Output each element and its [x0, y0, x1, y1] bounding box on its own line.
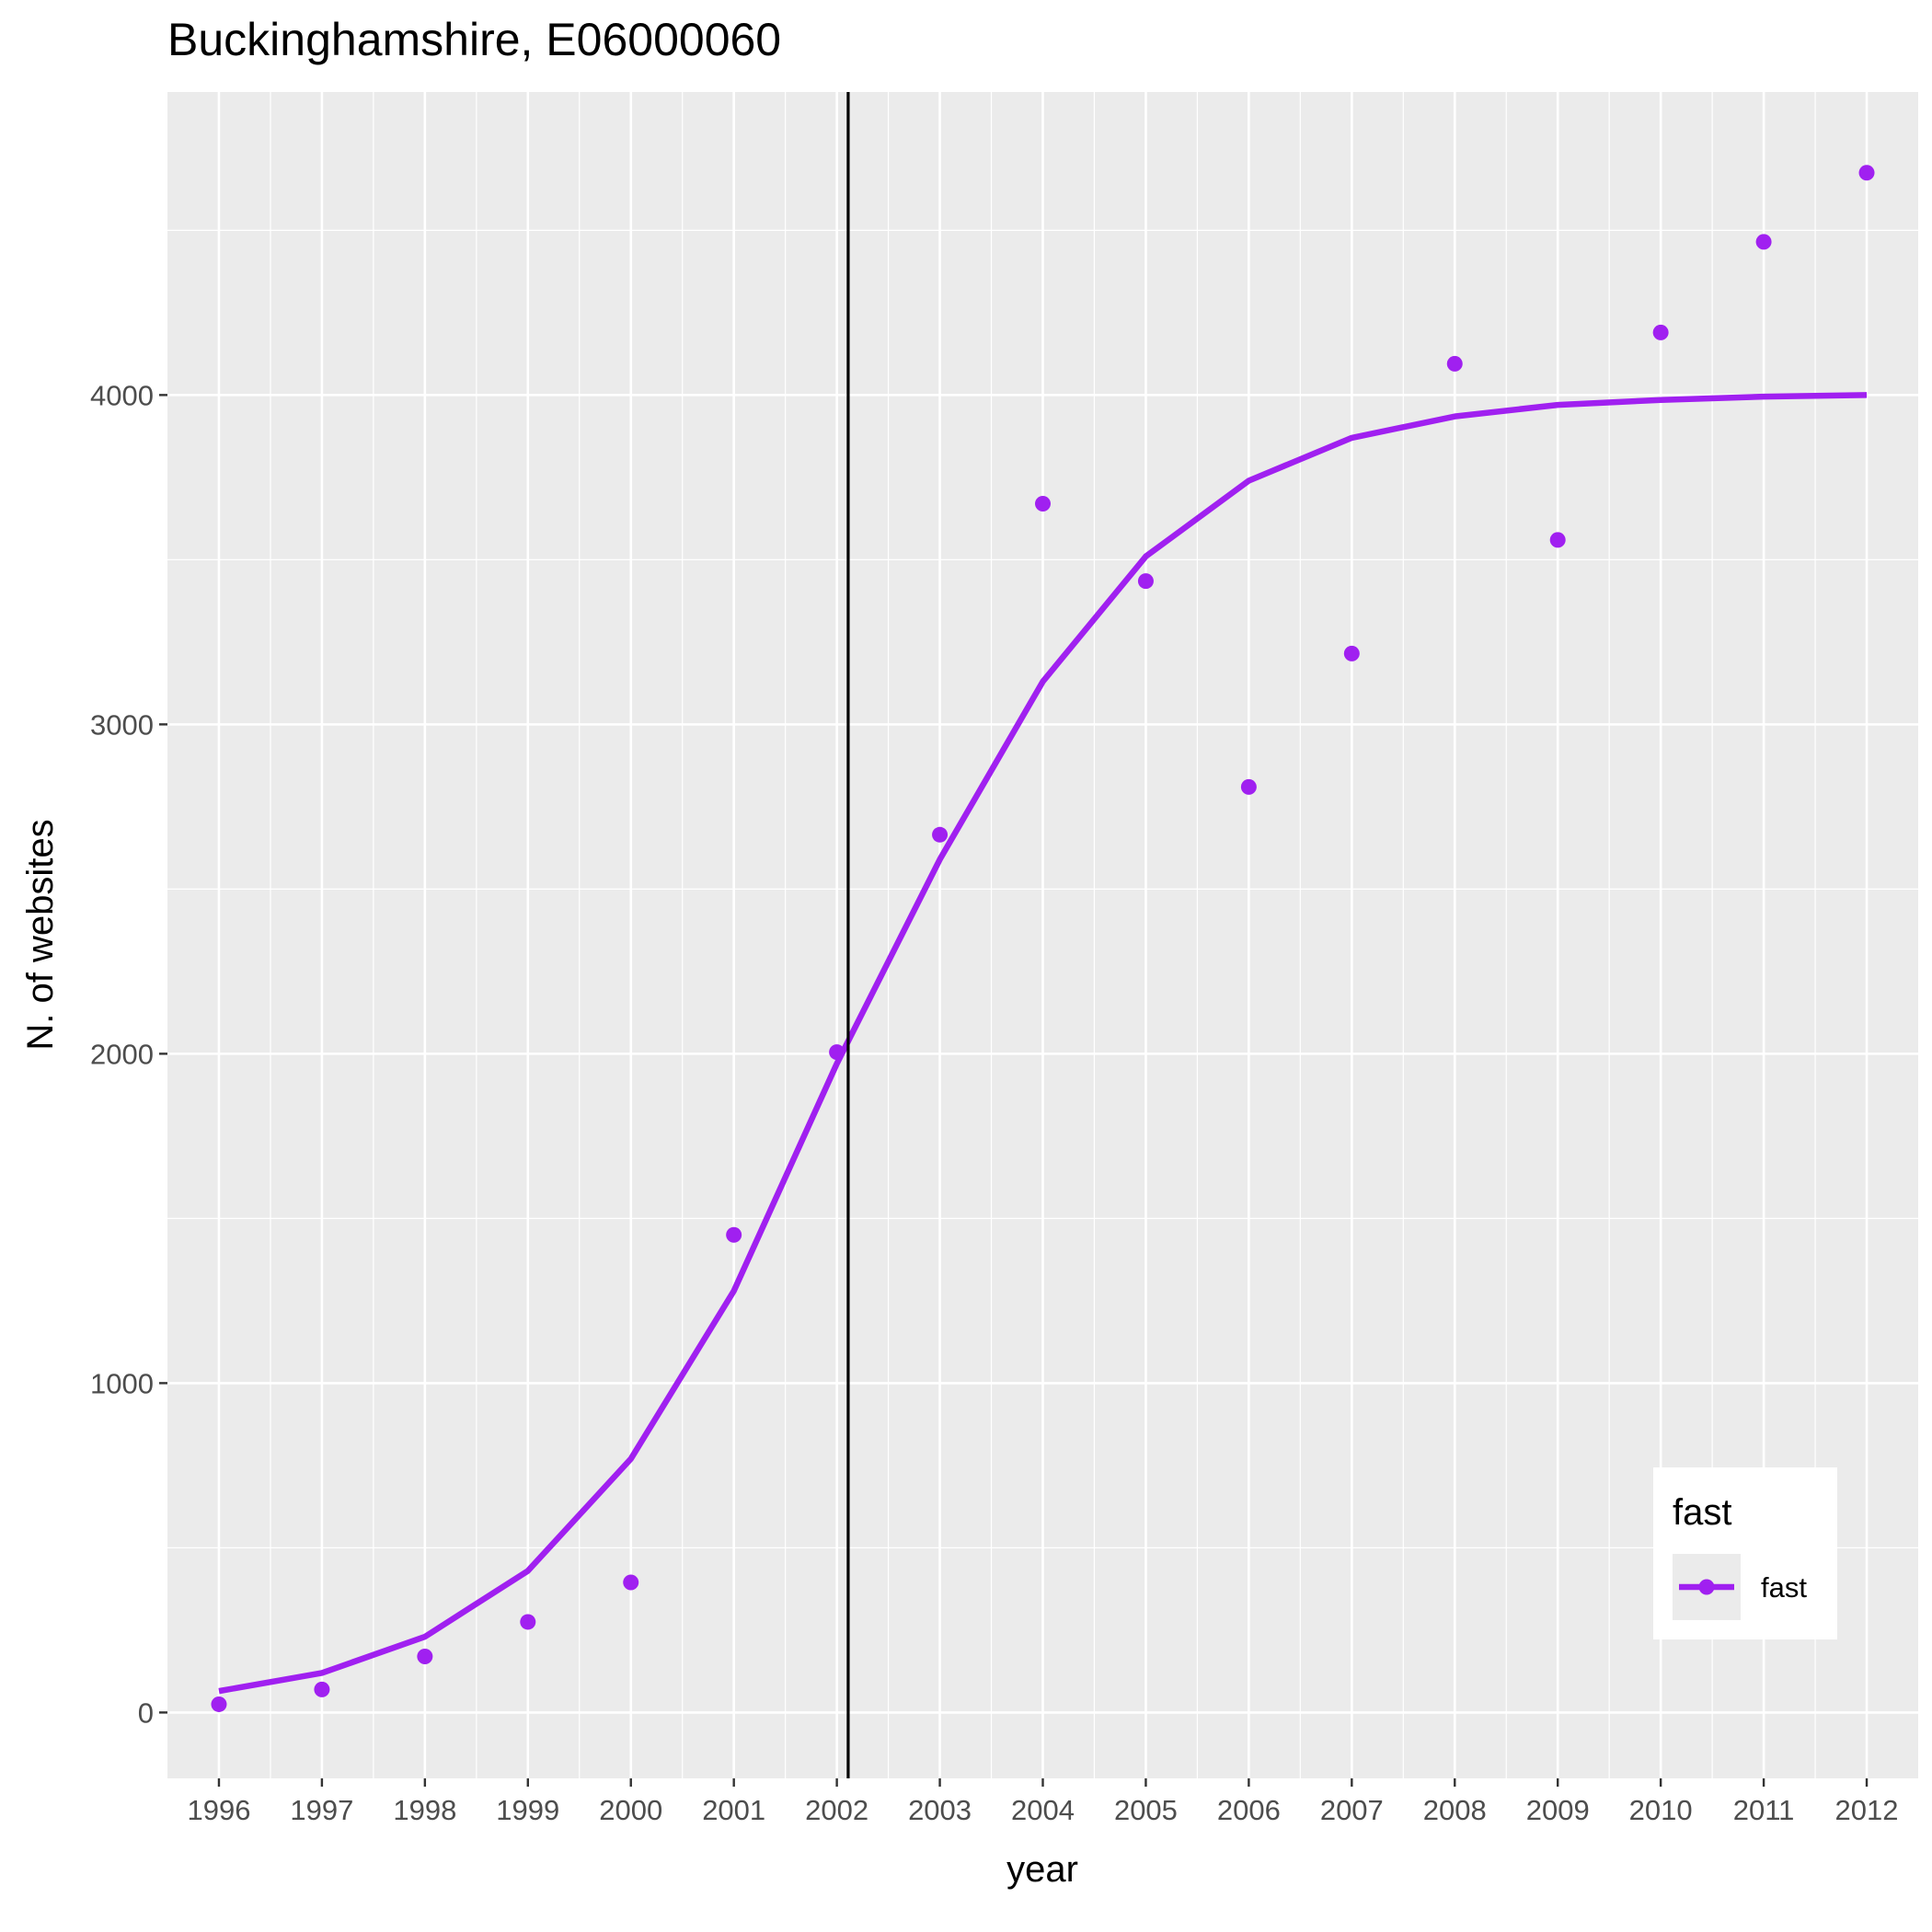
x-tick-label: 1997	[290, 1794, 353, 1826]
x-tick-label: 2012	[1835, 1794, 1899, 1826]
y-tick-label: 2000	[90, 1038, 154, 1070]
x-axis-ticks: 1996 1997 1998 1999 2000 2001 2002 2003 2004 2005…	[187, 1778, 1899, 1826]
x-tick-label: 2011	[1733, 1794, 1795, 1826]
legend-title: fast	[1673, 1492, 1731, 1533]
data-point	[1240, 778, 1257, 795]
data-point	[1549, 532, 1566, 548]
data-point	[417, 1649, 433, 1665]
x-tick-label: 2001	[702, 1794, 765, 1826]
data-point	[1137, 573, 1154, 590]
data-point	[623, 1574, 639, 1591]
y-tick-label: 1000	[90, 1367, 154, 1399]
legend: fast fast	[1653, 1467, 1837, 1639]
data-point	[1652, 324, 1669, 340]
data-point	[829, 1044, 845, 1061]
x-tick-label: 2007	[1320, 1794, 1384, 1826]
data-point	[932, 826, 949, 843]
x-tick-label: 2003	[908, 1794, 972, 1826]
x-tick-label: 2006	[1217, 1794, 1281, 1826]
series-lines	[218, 392, 1868, 1695]
x-tick-label: 2008	[1423, 1794, 1487, 1826]
x-tick-label: 2004	[1011, 1794, 1075, 1826]
fitted-line	[218, 392, 1868, 1695]
y-axis-label: N. of websites	[20, 819, 61, 1050]
data-point	[314, 1681, 330, 1697]
data-point	[211, 1696, 227, 1712]
data-point	[1035, 496, 1051, 512]
data-point	[726, 1226, 742, 1243]
x-tick-label: 2009	[1526, 1794, 1590, 1826]
data-point	[1446, 355, 1463, 372]
data-point	[520, 1614, 536, 1630]
x-tick-label: 1998	[393, 1794, 456, 1826]
x-tick-label: 1999	[496, 1794, 559, 1826]
data-point	[1343, 645, 1360, 661]
x-tick-label: 2010	[1629, 1794, 1693, 1826]
data-point	[1755, 234, 1772, 250]
x-axis-label: year	[1006, 1849, 1078, 1890]
chart-title: Buckinghamshire, E06000060	[167, 14, 781, 65]
x-tick-label: 1996	[187, 1794, 250, 1826]
data-point	[1858, 165, 1875, 181]
x-tick-label: 2005	[1114, 1794, 1178, 1826]
y-tick-label: 0	[138, 1696, 154, 1729]
legend-key-point	[1698, 1579, 1715, 1595]
x-tick-label: 2000	[599, 1794, 662, 1826]
legend-label-fast: fast	[1761, 1571, 1807, 1604]
y-tick-label: 3000	[90, 708, 154, 741]
y-tick-label: 4000	[90, 379, 154, 411]
x-tick-label: 2002	[805, 1794, 868, 1826]
y-axis-ticks: 0 1000 2000 3000 4000	[90, 379, 167, 1729]
minor-gridlines	[167, 92, 1918, 1778]
series-points	[211, 165, 1875, 1712]
